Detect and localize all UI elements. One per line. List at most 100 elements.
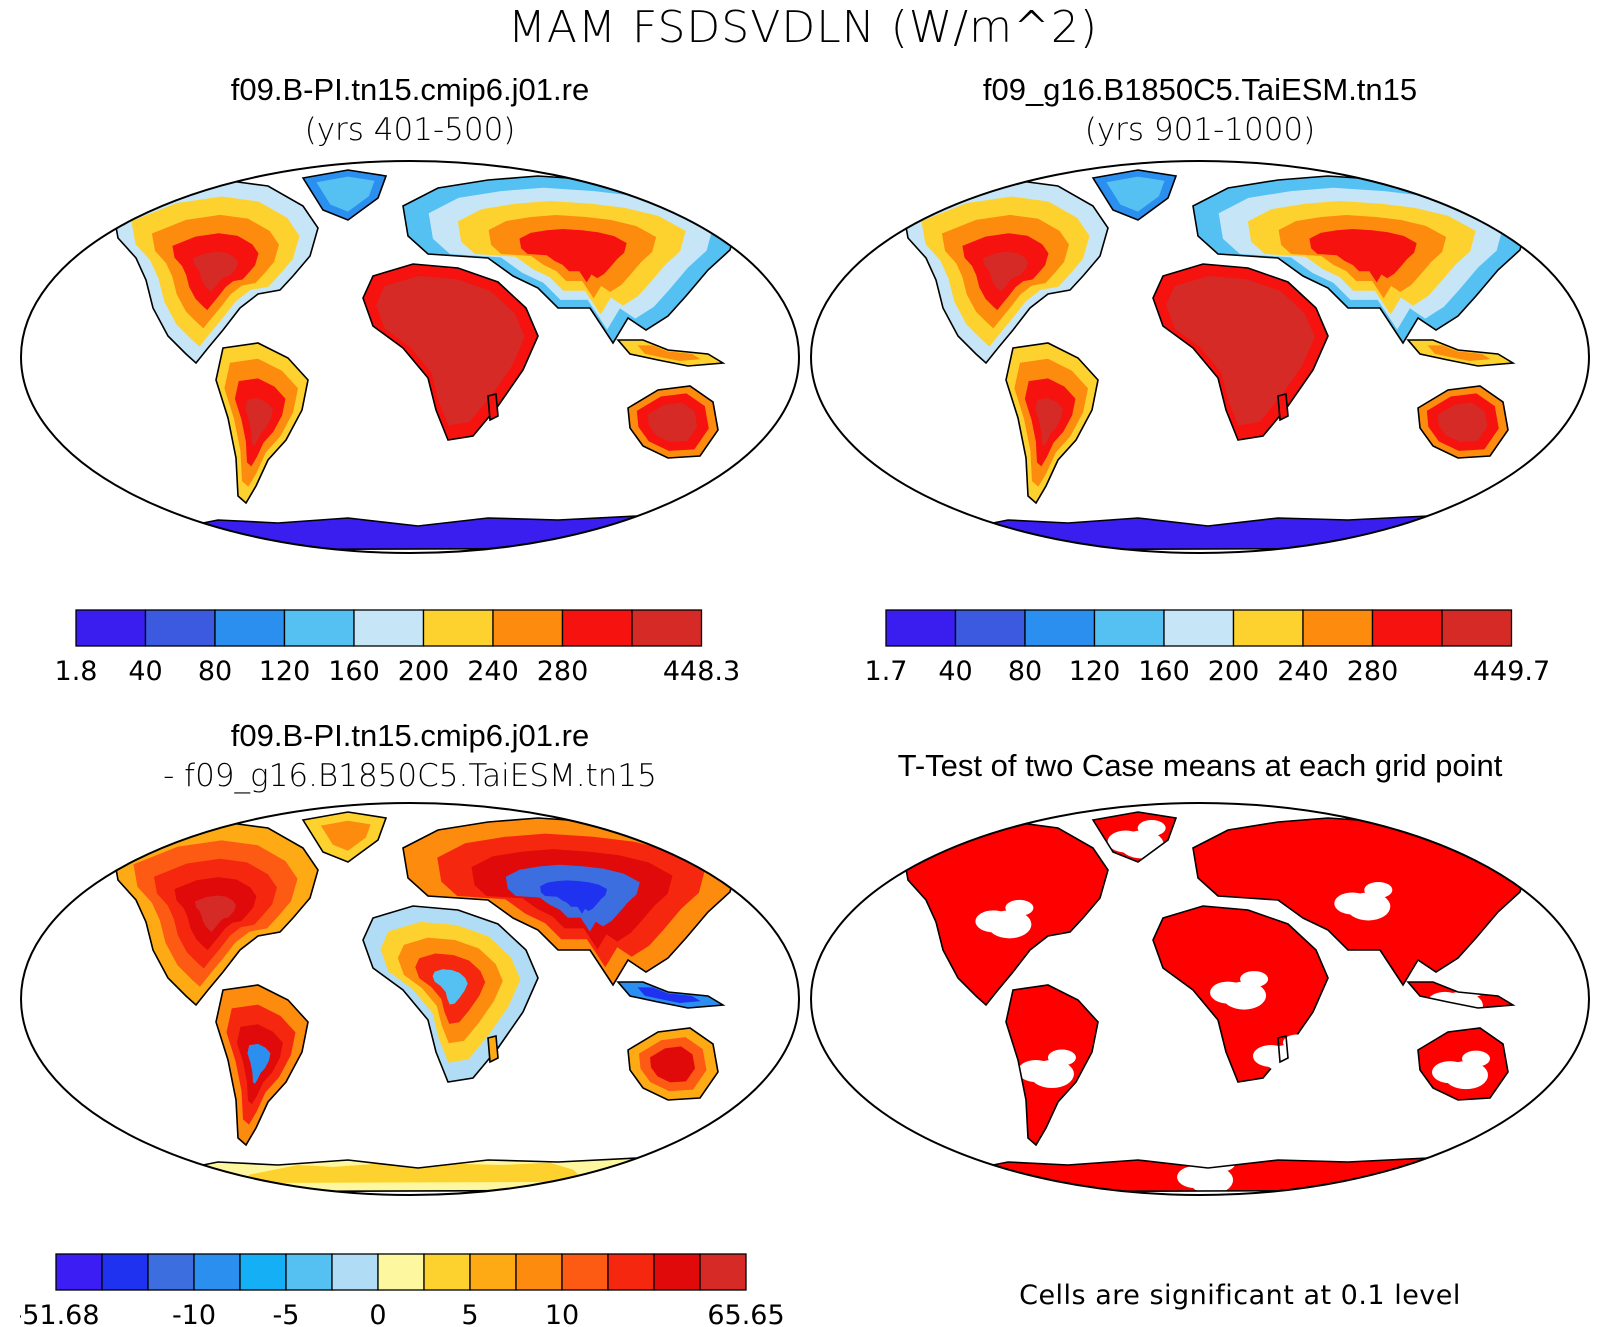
coastline-greenland (301, 169, 388, 221)
colorbar-top-right: 1.7 40 80 120 160 200 240 280 449.7 (865, 609, 1550, 687)
coastline-australia (627, 385, 719, 459)
field-band-eurasia (540, 880, 608, 914)
colorbar-swatch (423, 1253, 471, 1291)
panel-subtitle-bottom-left: - f09_g16.B1850C5.TaiESM.tn15 (163, 758, 657, 794)
field-band-antarctica (243, 1162, 586, 1184)
coastline-indonesia (616, 981, 726, 1009)
coastline-africa (1152, 263, 1329, 441)
field-band-indonesia (637, 345, 701, 361)
field-band-eurasia (1309, 229, 1417, 283)
colorbar-swatch (607, 1253, 655, 1291)
colorbar-tick-label: 65.65 (707, 1300, 784, 1327)
nonsignificant-patch (1222, 981, 1267, 1010)
nonsignificant-patch (1444, 1061, 1488, 1090)
colorbar-tick-label: 240 (1277, 656, 1329, 687)
field-band-indonesia (1427, 345, 1491, 361)
colorbar-swatch (885, 609, 957, 647)
coastline-madagascar (1277, 1034, 1289, 1064)
field-band-samerica (245, 397, 273, 446)
colorbar-swatch (954, 609, 1026, 647)
coastline-samerica (215, 984, 309, 1147)
coastline-indonesia (1406, 339, 1516, 367)
colorbar-tick-label: 280 (537, 656, 589, 687)
field-band-australia (650, 1046, 695, 1083)
figure-title: MAM FSDSVDLN (W/m^2) (507, 2, 1099, 53)
coastline-samerica (1005, 984, 1099, 1147)
colorbar-tick-label: 160 (1138, 656, 1190, 687)
colorbar-tick-label: 120 (259, 656, 311, 687)
colorbar-tick-label: -10 (172, 1300, 216, 1327)
nonsignificant-patch (1439, 991, 1483, 1020)
coastline-madagascar (487, 1034, 499, 1064)
coastline-greenland (1091, 169, 1178, 221)
colorbar-swatch (699, 1253, 747, 1291)
colorbar-swatch (1441, 609, 1513, 647)
colorbar-tick-label: 40 (128, 656, 162, 687)
coastline-australia (1417, 385, 1509, 459)
colorbar-swatch (422, 609, 494, 647)
panel-title-top-left: f09.B-PI.tn15.cmip6.j01.re (230, 72, 590, 107)
colorbar-tick-label: 160 (328, 656, 380, 687)
colorbar-swatch (147, 1253, 195, 1291)
colorbar-tick-label: -51.68 (20, 1300, 100, 1327)
map-border (20, 160, 800, 554)
field-band-greenland (316, 176, 375, 212)
field-band-samerica (1035, 397, 1063, 446)
colorbar-swatch (492, 609, 564, 647)
coastline-namerica (112, 179, 319, 365)
coastline-australia (627, 1027, 719, 1101)
panel-subtitle-top-left: (yrs 401-500) (304, 112, 516, 148)
colorbar-swatch (1232, 609, 1304, 647)
colorbar-swatch (331, 1253, 379, 1291)
colorbar-swatch (631, 609, 703, 647)
colorbar-tick-label: 80 (1008, 656, 1042, 687)
colorbar-swatch (214, 609, 286, 647)
coastline-indonesia (1406, 981, 1516, 1009)
colorbar-swatch (55, 1253, 103, 1291)
colorbar-swatch (353, 609, 425, 647)
colorbar-swatch (469, 1253, 517, 1291)
field-band-eurasia (519, 229, 627, 283)
colorbar-swatch (1024, 609, 1096, 647)
colorbar-swatch (1163, 609, 1235, 647)
coastline-namerica (902, 179, 1109, 365)
field-band-namerica (192, 251, 238, 292)
nonsignificant-patch (987, 910, 1032, 939)
field-band-australia (1437, 402, 1488, 443)
field-band-namerica (194, 895, 236, 933)
colorbar-tick-label: 200 (1208, 656, 1260, 687)
map-panel-top-right (810, 160, 1590, 554)
panel-title-top-right: f09_g16.B1850C5.TaiESM.tn15 (982, 72, 1418, 107)
colorbar-tick-label: 280 (1347, 656, 1399, 687)
colorbar-swatch (193, 1253, 241, 1291)
coastline-greenland (1091, 811, 1178, 863)
field-band-africa (376, 275, 525, 426)
field-band-africa (432, 969, 468, 1005)
colorbar-tick-label: 10 (545, 1300, 579, 1327)
colorbar-tick-label: 448.3 (663, 656, 740, 687)
field-band-namerica (982, 251, 1028, 292)
coastline-namerica (112, 821, 319, 1007)
colorbar-tick-label: 0 (369, 1300, 386, 1327)
coastline-africa (362, 263, 539, 441)
colorbar-swatch (285, 1253, 333, 1291)
coastline-samerica (215, 342, 309, 505)
coastline-samerica (1005, 342, 1099, 505)
nonsignificant-patch (1189, 1166, 1234, 1195)
colorbar-swatch (1093, 609, 1165, 647)
colorbar-tick-label: 5 (461, 1300, 478, 1327)
colorbar-tick-label: 240 (467, 656, 519, 687)
field-band-samerica (247, 1043, 271, 1084)
panel-title-bottom-left: f09.B-PI.tn15.cmip6.j01.re (230, 718, 590, 753)
colorbar-swatch (239, 1253, 287, 1291)
map-panel-bottom-right (810, 802, 1590, 1196)
significance-note: Cells are significant at 0.1 level (1019, 1280, 1461, 1311)
colorbar-swatch (377, 1253, 425, 1291)
colorbar-swatch (101, 1253, 149, 1291)
colorbar-swatch (75, 609, 147, 647)
colorbar-tick-label: -5 (273, 1300, 300, 1327)
nonsignificant-patch (1119, 830, 1164, 859)
colorbar-swatch (1302, 609, 1374, 647)
colorbar-tick-label: 40 (938, 656, 972, 687)
colorbar-tick-label: 200 (398, 656, 450, 687)
